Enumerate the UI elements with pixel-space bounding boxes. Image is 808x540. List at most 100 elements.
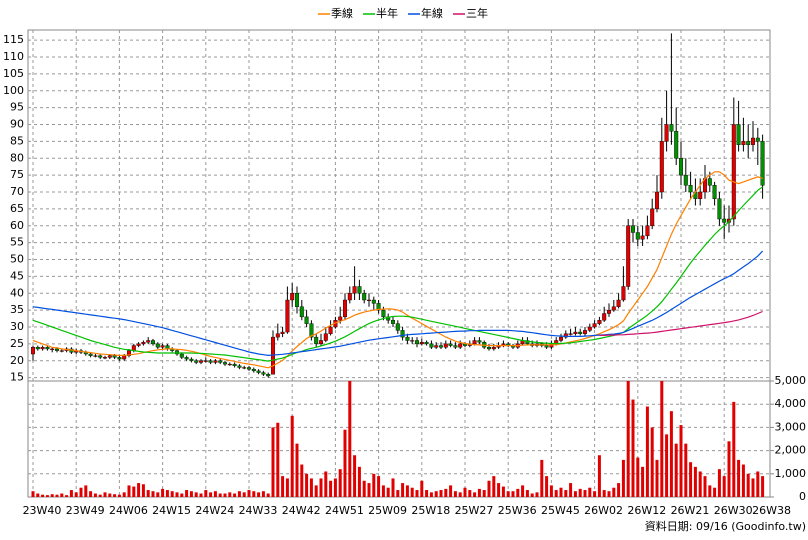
volume-bar	[569, 483, 573, 497]
volume-bar	[305, 473, 309, 497]
volume-bar	[285, 478, 289, 497]
volume-bar	[108, 493, 112, 497]
candle-body	[683, 174, 688, 186]
volume-bar	[314, 485, 318, 497]
candle-body	[256, 370, 261, 373]
candle-body	[674, 131, 679, 159]
candle-body	[93, 355, 98, 357]
volume-bar	[228, 492, 232, 497]
candle-body	[102, 357, 107, 359]
volume-bar	[741, 464, 745, 497]
candle-body	[659, 141, 664, 193]
candle-body	[453, 345, 458, 348]
volume-bar	[329, 480, 333, 497]
y-tick-label: 25	[10, 337, 24, 350]
volume-bar	[117, 494, 121, 497]
candle-body	[338, 316, 343, 321]
volume-bar	[223, 493, 227, 497]
volume-bar	[607, 491, 611, 497]
footnote: 資料日期: 09/16 (Goodinfo.tw)	[645, 519, 806, 533]
candle-body	[237, 365, 242, 368]
ma-line	[32, 186, 763, 362]
volume-bar	[588, 487, 592, 497]
volume-bar	[535, 492, 539, 497]
candle-body	[472, 340, 477, 345]
volume-bar	[367, 483, 371, 497]
volume-bar	[497, 483, 501, 497]
volume-bar	[477, 488, 481, 497]
candle-body	[376, 303, 381, 311]
candle-body	[174, 350, 179, 355]
y2-tick-label: 4,000	[775, 397, 807, 410]
candle-body	[583, 330, 588, 334]
volume-bar	[151, 491, 155, 497]
candle-body	[429, 343, 434, 348]
volume-bar	[237, 491, 241, 497]
candle-body	[640, 235, 645, 240]
volume-bar	[89, 491, 93, 497]
volume-bar	[189, 491, 193, 497]
candle-body	[559, 336, 564, 341]
candle-body	[371, 299, 376, 304]
x-tick-label: 26W12	[627, 504, 666, 517]
candle-body	[755, 137, 760, 142]
y2-tick-label: 5,000	[775, 374, 807, 387]
candle-body	[352, 286, 357, 294]
candle-body	[222, 362, 227, 365]
volume-bar	[525, 490, 529, 497]
candle-body	[208, 360, 213, 363]
candle-body	[602, 313, 607, 321]
volume-bar	[132, 486, 136, 497]
volume-bar	[405, 485, 409, 497]
volume-bar	[554, 490, 558, 497]
candle-body	[491, 347, 496, 350]
volume-bar	[353, 455, 357, 497]
x-tick-label: 26W21	[671, 504, 710, 517]
candle-body	[347, 293, 352, 301]
volume-bar	[122, 492, 126, 497]
volume-bar	[295, 443, 299, 497]
volume-bar	[530, 493, 534, 497]
volume-bar	[559, 487, 563, 497]
y2-tick-label: 3,000	[775, 420, 807, 433]
candle-body	[122, 355, 127, 360]
candle-body	[631, 225, 636, 233]
candle-body	[597, 320, 602, 324]
candle-body	[218, 360, 223, 363]
candle-body	[568, 333, 573, 335]
volume-bar	[309, 478, 313, 497]
x-tick-label: 25W27	[455, 504, 494, 517]
candle-body	[616, 299, 621, 307]
volume-bar	[98, 494, 102, 497]
volume-bar	[501, 486, 505, 497]
candle-body	[31, 347, 36, 355]
volume-bar	[410, 487, 414, 497]
volume-bar	[425, 490, 429, 497]
volume-bar	[276, 422, 280, 497]
candle-body	[563, 333, 568, 338]
x-tick-label: 25W45	[541, 504, 580, 517]
volume-bar	[463, 487, 467, 497]
volume-bar	[420, 480, 424, 497]
candle-body	[266, 374, 271, 377]
y-tick-label: 90	[10, 118, 24, 131]
candle-body	[146, 340, 151, 343]
volume-bar	[79, 487, 83, 497]
volume-bar	[439, 490, 443, 497]
candle-body	[621, 286, 626, 301]
volume-bar	[482, 490, 486, 497]
volume-bar	[650, 427, 654, 497]
candle-body	[107, 355, 112, 358]
x-tick-label: 24W06	[109, 504, 148, 517]
volume-bar	[69, 490, 73, 497]
candle-body	[391, 320, 396, 324]
volume-bar	[60, 493, 64, 497]
y-tick-label: 50	[10, 253, 24, 266]
x-tick-label: 24W42	[282, 504, 321, 517]
candle-body	[487, 347, 492, 350]
candle-body	[246, 367, 251, 370]
x-tick-label: 25W09	[368, 504, 407, 517]
volume-bar	[636, 457, 640, 497]
volume-bar	[290, 415, 294, 497]
